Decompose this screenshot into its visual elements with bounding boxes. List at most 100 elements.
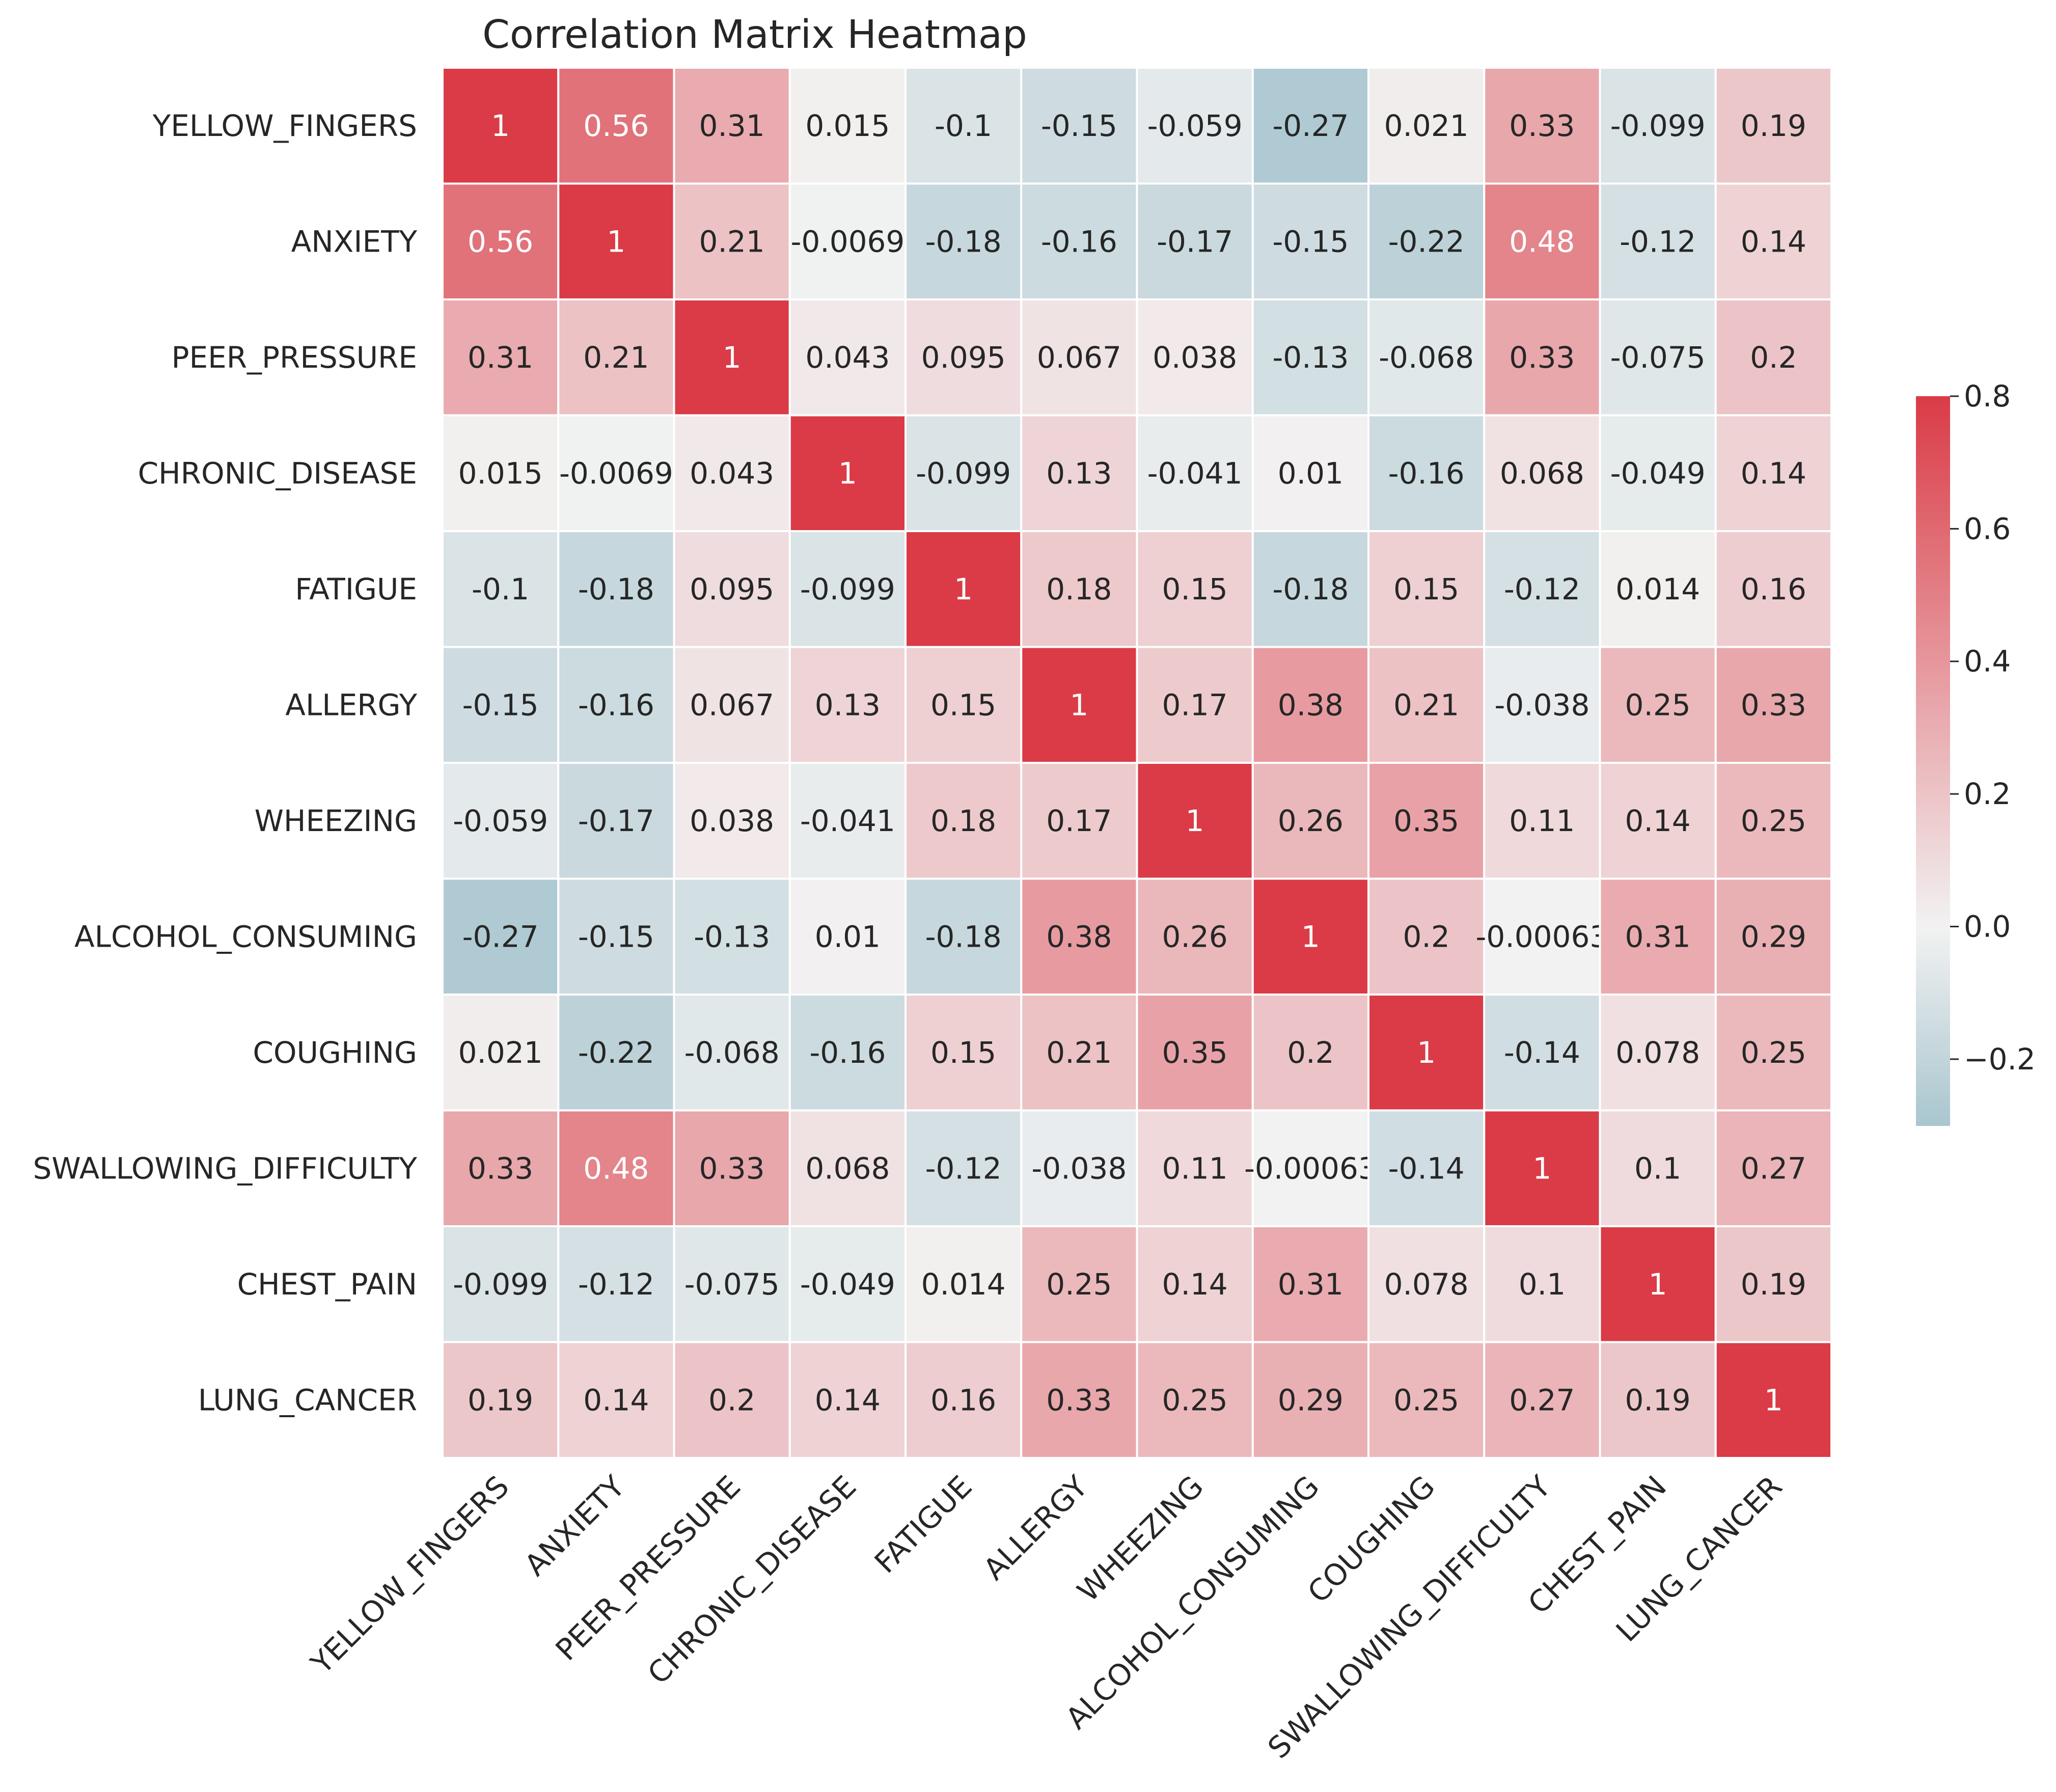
colorbar-segment (1916, 678, 1950, 682)
heatmap-cell (904, 182, 1023, 300)
colorbar-segment (1916, 903, 1950, 907)
cell-value-label: 0.25 (1625, 687, 1691, 722)
colorbar-segment (1916, 565, 1950, 569)
cell-value-label: -0.0069 (790, 224, 904, 259)
cell-value-label: -0.049 (1610, 456, 1706, 490)
colorbar-segment (1916, 1112, 1950, 1116)
cell-value-label: 0.15 (930, 1035, 996, 1070)
colorbar-segment (1916, 545, 1950, 549)
heatmap-cell (1599, 182, 1717, 300)
colorbar-segment (1916, 476, 1950, 480)
colorbar-segment (1916, 737, 1950, 741)
colorbar-segment (1916, 870, 1950, 874)
colorbar-segment (1916, 810, 1950, 815)
heatmap-cell (673, 414, 791, 532)
colorbar-segment (1916, 890, 1950, 894)
colorbar-segment (1916, 820, 1950, 824)
cell-value-label: 0.067 (690, 687, 774, 722)
cell-value-label: 1 (1649, 1267, 1667, 1302)
heatmap-cell (1020, 182, 1138, 300)
colorbar-segment (1916, 721, 1950, 725)
cell-value-label: 0.38 (1278, 687, 1344, 722)
colorbar-segment (1916, 1003, 1950, 1007)
cell-value-label: -0.27 (1272, 108, 1349, 143)
colorbar-segment (1916, 830, 1950, 835)
colorbar-tick-label: 0.6 (1964, 511, 2011, 546)
colorbar-segment (1916, 638, 1950, 642)
colorbar-segment (1916, 449, 1950, 453)
cell-value-label: 0.14 (1625, 804, 1691, 838)
cell-value-label: -0.059 (453, 804, 548, 838)
colorbar-segment (1916, 1049, 1950, 1053)
cell-value-label: 0.068 (805, 1151, 890, 1186)
heatmap-cell (557, 1225, 675, 1343)
colorbar-segment (1916, 452, 1950, 457)
heatmap-cell (442, 762, 560, 880)
row-labels: YELLOW_FINGERS ANXIETY PEER_PRESSURE CHRONI… (33, 108, 418, 1418)
colorbar-segment (1916, 740, 1950, 745)
cell-value-label: 0.15 (1393, 572, 1459, 606)
heatmap-cell (1251, 1225, 1369, 1343)
colorbar-segment (1916, 1029, 1950, 1033)
heatmap-cell (904, 414, 1023, 532)
colorbar-segment (1916, 542, 1950, 546)
heatmap-cell (1714, 414, 1832, 532)
cell-value-label: 0.038 (1153, 340, 1237, 375)
colorbar-segment (1916, 585, 1950, 589)
colorbar-segment (1916, 1016, 1950, 1020)
colorbar-segment (1916, 996, 1950, 1000)
colorbar-segment (1916, 777, 1950, 782)
colorbar-segment (1916, 568, 1950, 572)
colorbar-segment (1916, 1079, 1950, 1083)
cell-value-label: 0.14 (815, 1383, 881, 1417)
cell-value-label: -0.075 (1610, 340, 1706, 375)
cell-value-label: 1 (491, 108, 510, 143)
colorbar-segment (1916, 1036, 1950, 1040)
heatmap-cell (557, 182, 675, 300)
cell-value-label: 1 (1532, 1151, 1551, 1186)
cell-value-label: -0.15 (1272, 224, 1349, 259)
colorbar-segment (1916, 625, 1950, 629)
colorbar-segment (1916, 734, 1950, 738)
colorbar-segment (1916, 714, 1950, 719)
colorbar-segment (1916, 814, 1950, 818)
cell-value-label: -0.12 (578, 1267, 654, 1302)
colorbar-segment (1916, 509, 1950, 513)
cell-value-label: -0.13 (1272, 340, 1349, 375)
cell-value-label: -0.16 (1041, 224, 1117, 259)
colorbar-segment (1916, 966, 1950, 971)
heatmap-cell (1599, 298, 1717, 417)
heatmap-cells: 1 0.56 0.31 0.015 -0.1 -0.15 -0.059 -0.27 0.021 0… (442, 67, 1832, 1459)
colorbar-segment (1916, 744, 1950, 748)
colorbar-segment (1916, 1095, 1950, 1099)
cell-value-label: -0.1 (472, 572, 529, 606)
heatmap-cell (1714, 994, 1832, 1112)
colorbar-segment (1916, 711, 1950, 715)
colorbar-segment (1916, 515, 1950, 519)
colorbar-segment (1916, 674, 1950, 679)
colorbar-segment (1916, 575, 1950, 579)
colorbar-segment (1916, 1039, 1950, 1043)
heatmap-cell (788, 994, 907, 1112)
colorbar-segment (1916, 423, 1950, 427)
colorbar-segment (1916, 860, 1950, 864)
cell-value-label: 0.33 (699, 1151, 765, 1186)
colorbar-segment (1916, 694, 1950, 699)
heatmap-cell (904, 646, 1023, 764)
cell-value-label: -0.27 (462, 919, 539, 954)
colorbar-segment (1916, 681, 1950, 685)
cell-value-label: 0.014 (921, 1267, 1006, 1302)
heatmap-cell (442, 1109, 560, 1227)
colorbar-segment (1916, 499, 1950, 503)
cell-value-label: 0.13 (815, 687, 881, 722)
colorbar-segment (1916, 704, 1950, 708)
cell-value-label: -0.18 (925, 919, 1002, 954)
cell-value-label: 0.18 (930, 804, 996, 838)
cell-value-label: 0.15 (1162, 572, 1228, 606)
heatmap-cell (673, 646, 791, 764)
cell-value-label: 1 (1764, 1383, 1783, 1417)
cell-value-label: -0.041 (800, 804, 895, 838)
colorbar-segment (1916, 754, 1950, 758)
colorbar-segment (1916, 698, 1950, 702)
colorbar-segment (1916, 412, 1950, 417)
